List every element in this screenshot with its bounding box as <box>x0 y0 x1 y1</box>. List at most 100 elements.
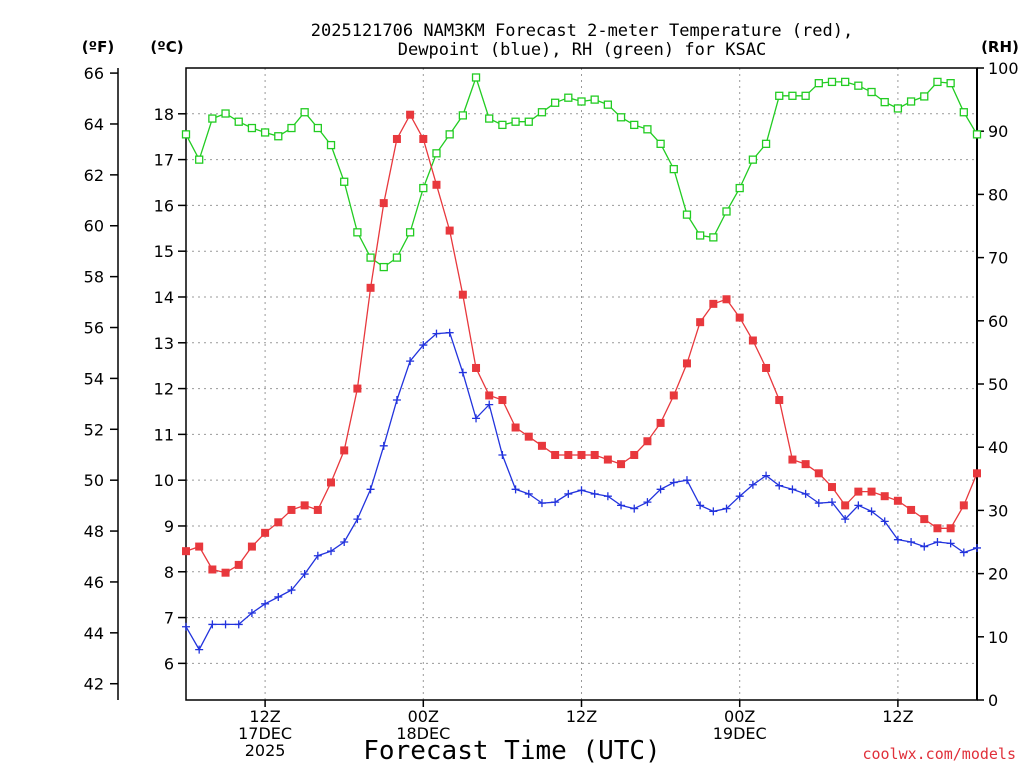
dewpoint-point-20 <box>445 328 454 337</box>
dewpoint-point-30 <box>577 486 586 495</box>
c-tick-label-7: 13 <box>154 334 174 353</box>
rh-tick-label-10: 100 <box>988 59 1019 78</box>
dewpoint-point-17 <box>406 357 415 366</box>
dewpoint-point-39 <box>696 501 705 510</box>
dewpoint-point-33 <box>617 501 626 510</box>
dewpoint-point-60 <box>973 543 981 552</box>
x-tick-label-1-1: 18DEC <box>396 724 450 743</box>
rh-point-4 <box>234 117 243 126</box>
temperature-point-36 <box>656 418 665 427</box>
x-tick-label-0-2: 2025 <box>245 741 286 760</box>
dewpoint-point-48 <box>814 499 823 508</box>
dewpoint-point-42 <box>735 492 744 501</box>
temperature-point-8 <box>287 505 296 514</box>
fahrenheit-ticks: 42 44 46 48 50 52 54 56 58 60 62 64 66 <box>84 64 118 694</box>
temperature-point-24 <box>498 396 507 405</box>
rh-point-21 <box>458 111 468 120</box>
f-tick-label-10: 62 <box>84 166 104 185</box>
rh-point-60 <box>972 130 982 139</box>
rh-point-12 <box>340 177 349 186</box>
dewpoint-point-36 <box>656 485 665 494</box>
rh-point-52 <box>867 87 876 97</box>
f-tick-label-4: 50 <box>84 471 104 490</box>
rh-point-53 <box>880 97 889 107</box>
dewpoint-point-40 <box>709 507 718 516</box>
temperature-point-44 <box>762 363 771 372</box>
temperature-point-2 <box>208 565 217 574</box>
temperature-point-9 <box>300 501 309 510</box>
rh-tick-label-9: 90 <box>988 122 1008 141</box>
dewpoint-point-18 <box>419 341 428 350</box>
rh-point-18 <box>419 183 428 193</box>
temperature-point-7 <box>274 518 283 527</box>
temperature-point-31 <box>590 450 599 459</box>
temperature-point-56 <box>920 515 929 524</box>
rh-point-39 <box>696 231 705 240</box>
rh-point-41 <box>722 207 731 216</box>
rh-point-34 <box>630 120 639 130</box>
rh-point-47 <box>801 91 810 100</box>
dewpoint-point-6 <box>261 599 270 608</box>
dewpoint-point-13 <box>353 515 362 524</box>
temperature-point-10 <box>313 505 322 514</box>
dewpoint-point-34 <box>630 504 639 513</box>
rh-ticks: 0 10 20 30 40 50 60 70 80 90 100 <box>977 59 1019 710</box>
credit-link[interactable]: coolwx.com/models <box>862 745 1016 763</box>
dewpoint-point-19 <box>432 329 441 338</box>
dewpoint-point-41 <box>722 504 731 513</box>
rh-point-25 <box>511 117 520 126</box>
rh-point-49 <box>827 77 837 87</box>
dewpoint-point-12 <box>340 538 349 546</box>
temperature-point-21 <box>458 290 467 299</box>
temperature-point-14 <box>366 283 375 292</box>
dewpoint-point-25 <box>511 485 520 494</box>
rh-tick-label-4: 40 <box>988 438 1008 457</box>
rh-point-3 <box>221 109 230 118</box>
rh-point-54 <box>893 104 903 113</box>
temperature-point-23 <box>485 391 494 400</box>
rh-point-9 <box>300 108 309 117</box>
rh-point-29 <box>564 93 573 102</box>
temperature-point-42 <box>735 313 744 322</box>
temperature-point-25 <box>511 423 520 432</box>
dewpoint-point-4 <box>234 620 243 629</box>
plot-frame <box>185 67 978 701</box>
chart-title-line-2: Dewpoint (blue), RH (green) for KSAC <box>398 40 766 60</box>
rh-point-37 <box>669 164 678 174</box>
temperature-point-41 <box>722 295 731 304</box>
dewpoint-point-14 <box>366 485 375 494</box>
rh-point-22 <box>471 73 481 82</box>
x-tick-label-4-0: 12Z <box>882 707 913 726</box>
rh-point-6 <box>260 128 270 137</box>
rh-point-35 <box>643 125 652 134</box>
temperature-point-30 <box>577 450 586 459</box>
rh-point-26 <box>524 117 533 126</box>
rh-point-5 <box>247 123 257 133</box>
f-tick-label-5: 52 <box>84 420 104 439</box>
temperature-point-1 <box>195 542 204 551</box>
c-tick-label-6: 12 <box>154 380 174 399</box>
rh-point-0 <box>181 130 191 139</box>
temperature-point-47 <box>801 460 810 469</box>
temperature-point-16 <box>392 134 401 143</box>
dewpoint-point-23 <box>485 400 494 409</box>
temperature-point-38 <box>682 359 691 368</box>
rh-point-13 <box>353 228 362 237</box>
dewpoint-point-16 <box>392 396 401 405</box>
c-tick-label-8: 14 <box>154 288 174 307</box>
f-tick-label-2: 46 <box>84 573 104 592</box>
dewpoint-point-49 <box>827 498 836 507</box>
temperature-point-40 <box>709 299 718 308</box>
dewpoint-point-3 <box>221 620 230 629</box>
rh-point-59 <box>959 108 968 117</box>
rh-point-31 <box>590 95 599 104</box>
rh-point-32 <box>603 100 613 109</box>
rh-unit-label: (RH) <box>981 38 1019 56</box>
rh-point-8 <box>287 123 296 133</box>
dewpoint-point-50 <box>841 515 850 524</box>
rh-point-40 <box>709 233 718 242</box>
dewpoint-point-46 <box>788 485 797 494</box>
c-tick-label-3: 9 <box>164 517 174 536</box>
dewpoint-point-57 <box>933 538 942 546</box>
